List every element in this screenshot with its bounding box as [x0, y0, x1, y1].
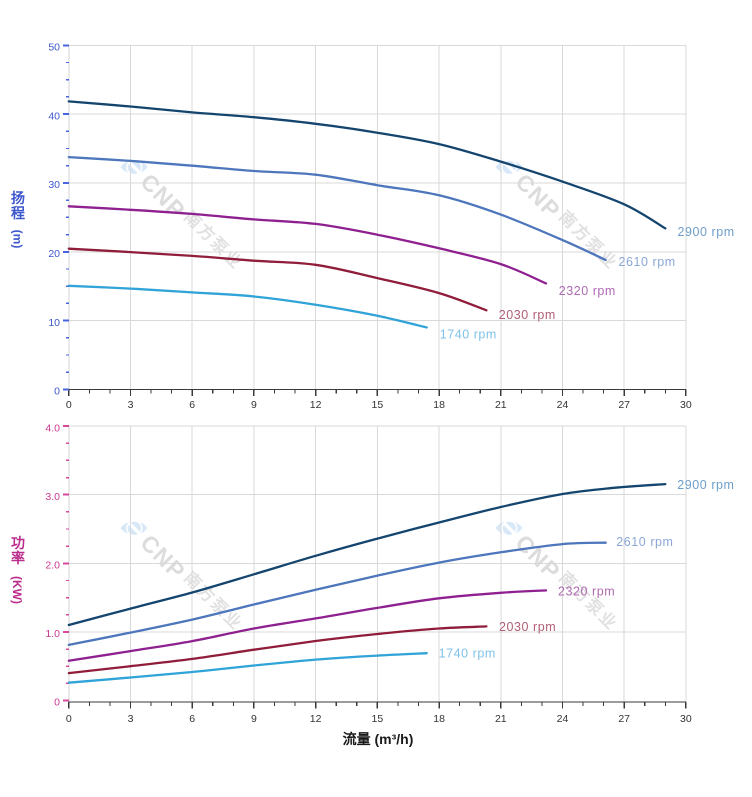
svg-text:30: 30 [48, 179, 60, 191]
svg-text:10: 10 [48, 317, 60, 329]
svg-text:2610 rpm: 2610 rpm [619, 255, 676, 269]
svg-text:2610 rpm: 2610 rpm [616, 535, 673, 549]
svg-text:2030 rpm: 2030 rpm [499, 620, 556, 634]
svg-text:18: 18 [433, 399, 445, 411]
svg-text:0: 0 [54, 386, 60, 398]
svg-text:2320 rpm: 2320 rpm [558, 584, 615, 598]
svg-text:21: 21 [495, 713, 507, 725]
svg-text:12: 12 [310, 399, 322, 411]
svg-text:30: 30 [680, 399, 692, 411]
svg-text:2030 rpm: 2030 rpm [499, 308, 556, 322]
svg-text:2900 rpm: 2900 rpm [678, 225, 735, 239]
svg-text:2320 rpm: 2320 rpm [559, 284, 616, 298]
svg-text:6: 6 [189, 713, 195, 725]
svg-text:50: 50 [48, 42, 60, 54]
svg-text:30: 30 [680, 713, 692, 725]
svg-text:15: 15 [372, 713, 384, 725]
svg-text:15: 15 [372, 399, 384, 411]
svg-text:40: 40 [48, 110, 60, 122]
svg-text:9: 9 [251, 713, 257, 725]
svg-text:27: 27 [618, 399, 630, 411]
svg-text:3: 3 [128, 399, 134, 411]
svg-text:0: 0 [66, 713, 72, 725]
svg-text:1.0: 1.0 [45, 628, 60, 640]
svg-text:1740 rpm: 1740 rpm [440, 327, 497, 341]
svg-text:21: 21 [495, 399, 507, 411]
svg-text:0: 0 [54, 697, 60, 709]
svg-text:6: 6 [189, 399, 195, 411]
svg-text:24: 24 [557, 713, 569, 725]
svg-text:27: 27 [618, 713, 630, 725]
svg-text:3.0: 3.0 [45, 491, 60, 503]
svg-text:4.0: 4.0 [45, 422, 60, 434]
svg-text:2900 rpm: 2900 rpm [677, 478, 734, 492]
svg-text:20: 20 [48, 248, 60, 260]
svg-text:24: 24 [557, 399, 569, 411]
svg-text:3: 3 [128, 713, 134, 725]
svg-text:1740 rpm: 1740 rpm [439, 646, 496, 660]
svg-text:9: 9 [251, 399, 257, 411]
svg-text:12: 12 [310, 713, 322, 725]
svg-text:18: 18 [433, 713, 445, 725]
svg-text:2.0: 2.0 [45, 560, 60, 572]
svg-text:0: 0 [66, 399, 72, 411]
